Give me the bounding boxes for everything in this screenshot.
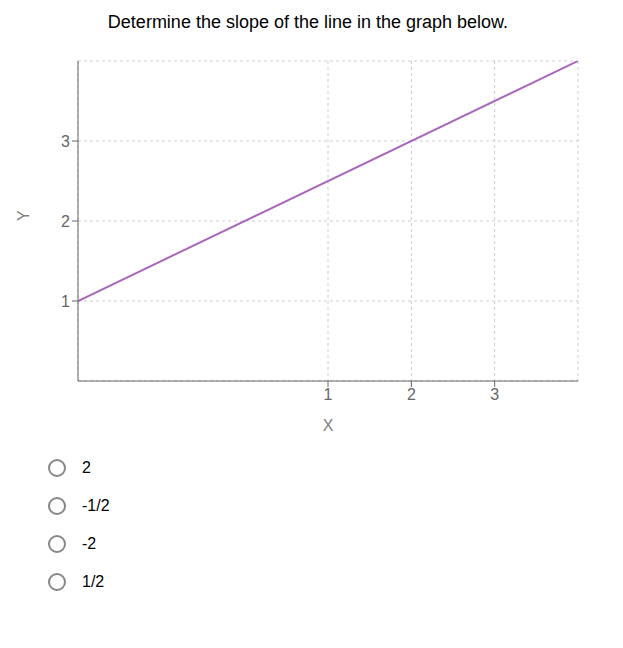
svg-text:Y: Y	[15, 210, 32, 221]
svg-text:3: 3	[490, 386, 499, 403]
svg-text:1: 1	[61, 293, 70, 310]
svg-text:2: 2	[407, 386, 416, 403]
svg-text:2: 2	[61, 213, 70, 230]
html-text:-1/2: -1/2	[82, 497, 110, 514]
html-text:Determine the slope of the lin: Determine the slope of the line in the g…	[107, 12, 509, 32]
html-text:1/2: 1/2	[82, 573, 105, 590]
svg-text:1: 1	[324, 386, 333, 403]
html-text:-2: -2	[82, 535, 97, 552]
svg-text:X: X	[323, 417, 334, 434]
svg-text:3: 3	[61, 133, 70, 150]
html-text:2: 2	[82, 459, 91, 476]
